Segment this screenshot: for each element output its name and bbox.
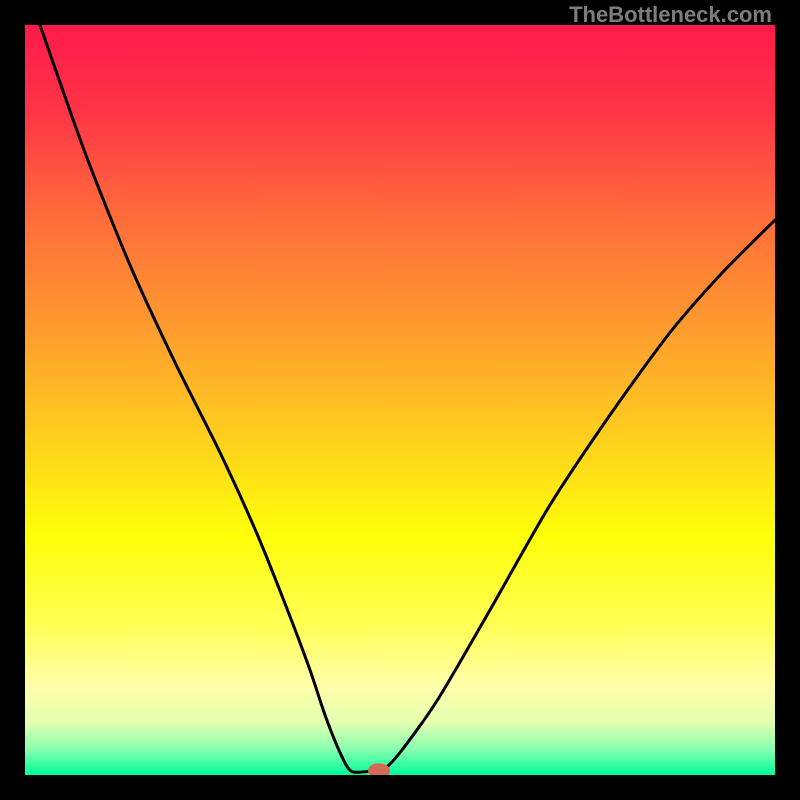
plot-svg (25, 25, 775, 775)
bottleneck-curve (40, 25, 775, 772)
watermark-text: TheBottleneck.com (569, 2, 772, 28)
plot-area (25, 25, 775, 775)
optimal-point-marker (369, 764, 390, 775)
